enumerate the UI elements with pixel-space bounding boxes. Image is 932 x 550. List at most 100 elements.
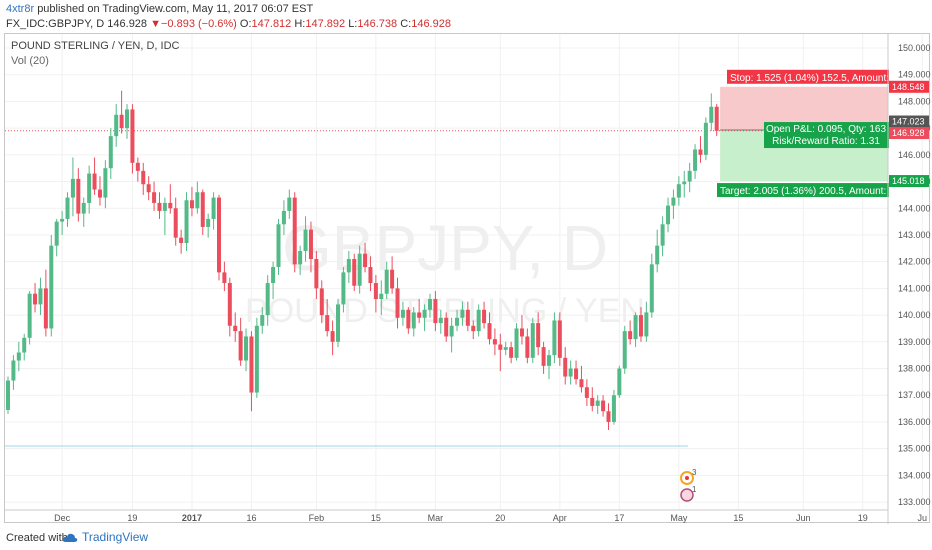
entry-price-tag-box <box>889 127 929 140</box>
candle-down <box>390 269 395 289</box>
current-price-tag: 147.023 <box>892 117 925 127</box>
candle-up <box>357 253 362 286</box>
candle-up <box>411 312 416 329</box>
candle-up <box>687 170 692 182</box>
brand-name: TradingView <box>82 530 149 544</box>
candle-up <box>265 283 270 316</box>
candle-up <box>108 136 113 169</box>
candle-down <box>406 309 411 329</box>
candle-up <box>530 323 535 358</box>
candle-down <box>119 114 124 129</box>
candle-down <box>222 272 227 284</box>
candle-down <box>157 202 162 211</box>
candle-up <box>400 309 405 318</box>
candle-down <box>141 170 146 185</box>
candle-down <box>135 162 140 171</box>
candle-up <box>184 200 189 243</box>
candle-down <box>492 339 497 345</box>
candle-down <box>314 259 319 289</box>
price-tick-label: 142.000 <box>898 257 931 267</box>
candle-down <box>417 312 422 318</box>
candle-up <box>298 250 303 265</box>
time-tick-label: Ju <box>918 513 928 523</box>
candle-up <box>60 218 65 222</box>
created-with-text: Created with <box>6 532 68 544</box>
chart-frame[interactable] <box>4 33 930 523</box>
candle-up <box>211 197 216 219</box>
candle-up <box>276 224 281 268</box>
candle-down <box>698 149 703 155</box>
candle-down <box>606 411 611 422</box>
candle-up <box>271 267 276 284</box>
candle-up <box>54 221 59 246</box>
candle-down <box>638 315 643 337</box>
candle-down <box>574 368 579 380</box>
candle-down <box>352 259 357 286</box>
candle-down <box>601 400 606 412</box>
candle-up <box>455 317 460 326</box>
candle-down <box>509 347 514 358</box>
candle-up <box>552 320 557 356</box>
tradingview-logo[interactable]: TradingView <box>62 530 148 544</box>
time-tick-label: 15 <box>733 513 743 523</box>
price-tick-label: 135.000 <box>898 444 931 454</box>
candle-down <box>227 283 232 326</box>
candle-up <box>709 106 714 123</box>
candle-down <box>395 288 400 318</box>
candle-up <box>503 347 508 350</box>
entry-price-tag: 146.928 <box>892 128 925 138</box>
candle-up <box>27 293 32 338</box>
open-label: O: <box>239 18 252 30</box>
candle-down <box>536 323 541 348</box>
target-label: Target: 2.005 (1.36%) 200.5, Amount: <box>720 186 886 197</box>
price-tick-label: 149.000 <box>898 70 931 80</box>
price-tick-label: 143.000 <box>898 230 931 240</box>
price-tick-label: 133.000 <box>898 497 931 507</box>
candle-up <box>341 272 346 305</box>
event-marker-count: 3 <box>692 468 697 477</box>
high-value: 147.892 <box>305 18 346 30</box>
candle-up <box>103 168 108 198</box>
candle-up <box>81 202 86 214</box>
candle-up <box>65 197 70 219</box>
time-tick-label: Feb <box>309 513 325 523</box>
candle-down <box>373 283 378 300</box>
candle-up <box>547 355 551 366</box>
price-tick-label: 134.000 <box>898 470 931 480</box>
author-link[interactable]: 4xtr8r <box>6 3 35 15</box>
candle-down <box>541 347 546 366</box>
candle-down <box>519 328 524 337</box>
price-tick-label: 138.000 <box>898 364 931 374</box>
candle-up <box>38 288 43 305</box>
candle-up <box>87 173 92 203</box>
candle-up <box>281 210 286 225</box>
candle-down <box>76 178 81 214</box>
time-tick-label: 17 <box>614 513 624 523</box>
candle-up <box>125 109 130 129</box>
candle-down <box>216 197 221 273</box>
footer: Created with TradingView <box>0 524 932 550</box>
target-price-tag-box <box>889 175 929 188</box>
candle-up <box>644 312 649 337</box>
time-tick-label: 16 <box>246 513 256 523</box>
candle-up <box>162 202 167 211</box>
candle-up <box>384 269 389 294</box>
change-down-icon: ▼ <box>150 18 161 30</box>
candle-down <box>308 229 313 260</box>
candle-up <box>114 114 119 137</box>
cloud-icon <box>62 533 78 542</box>
candle-up <box>514 328 519 358</box>
candle-down <box>487 323 492 340</box>
candle-down <box>249 336 254 393</box>
price-tick-label: 148.000 <box>898 96 931 106</box>
candle-up <box>206 218 211 227</box>
publish-line: 4xtr8r published on TradingView.com, May… <box>6 3 313 15</box>
time-tick-label: 2017 <box>182 513 202 523</box>
volume-indicator-label[interactable]: Vol (20) <box>11 55 49 67</box>
flag-marker-icon <box>680 488 694 502</box>
current-price-tag-box <box>889 115 929 128</box>
candle-down <box>584 387 589 398</box>
candle-up <box>682 181 687 185</box>
candle-up <box>655 245 660 265</box>
